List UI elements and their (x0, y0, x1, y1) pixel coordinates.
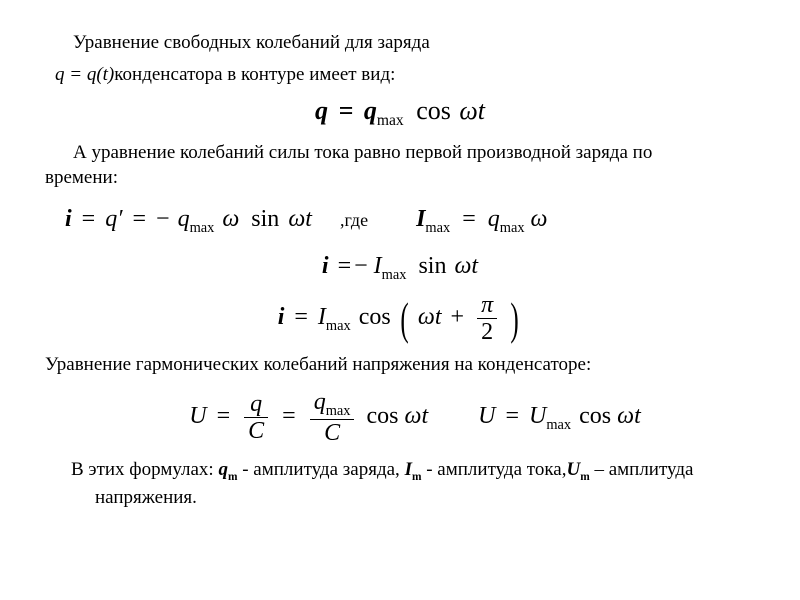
equation-i-derivative: i = q′ = − qmax ω sin ωt (65, 203, 312, 238)
equation-i-cos: i = Imax cos ( ωt + π 2 ) (45, 293, 755, 344)
q-of-t: q = q(t) (55, 64, 114, 85)
equation-U-row: U = q C = qmax C cos ωt U = Umax cos ωt (45, 384, 755, 451)
equation-i-sin: i =− Imax sin ωt (45, 250, 755, 285)
where-label: ,где (340, 208, 368, 232)
paragraph-4: Уравнение гармонических колебаний напряж… (45, 352, 755, 378)
paragraph-2: q = q(t)конденсатора в контуре имеет вид… (55, 62, 755, 88)
equation-U-max: U = Umax cos ωt (478, 400, 641, 435)
equation-U-frac: U = q C = qmax C cos ωt (189, 390, 428, 445)
p2-rest: конденсатора в контуре имеет вид: (114, 64, 395, 85)
equation-q: q = qmax cos ωt (45, 93, 755, 131)
paragraph-3: А уравнение колебаний силы тока равно пе… (45, 140, 755, 191)
paragraph-1: Уравнение свободных колебаний для заряда (45, 30, 755, 56)
paragraph-footer: В этих формулах: qm - амплитуда заряда, … (95, 457, 755, 511)
equation-i-row: i = q′ = − qmax ω sin ωt ,где Imax = qma… (45, 197, 755, 244)
equation-Imax: Imax = qmax ω (416, 203, 547, 238)
